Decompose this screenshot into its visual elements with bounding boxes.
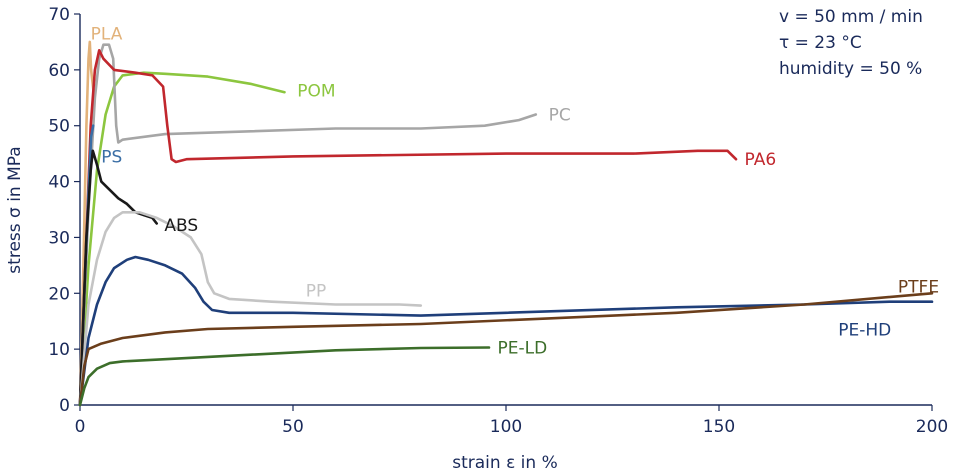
y-tick-label: 40	[48, 173, 70, 193]
x-axis-ticks: 0 50 100 150 200	[75, 405, 948, 437]
condition-humidity: humidity = 50 %	[779, 59, 922, 79]
series-label-pom: POM	[297, 82, 335, 102]
y-tick-label: 30	[48, 228, 70, 248]
series-line-pp	[78, 211, 423, 407]
series-label-pc: PC	[549, 106, 571, 126]
series-label-pe-ld: PE-LD	[497, 338, 547, 358]
y-axis-ticks: 0 10 20 30 40 50 60 70	[48, 5, 80, 416]
series-labels: PLA POM PC PA6 PS ABS PP PE-HD PTFE PE-LD	[91, 25, 939, 359]
series-label-ps: PS	[101, 147, 122, 167]
x-axis-label: strain ε in %	[452, 453, 557, 473]
condition-temperature: τ = 23 °C	[779, 33, 862, 53]
series-line-pe-ld	[78, 346, 491, 407]
y-tick-label: 70	[48, 5, 70, 25]
y-axis-label: stress σ in MPa	[5, 146, 25, 273]
series-line-pa6	[78, 48, 738, 407]
series-line-pom	[78, 71, 286, 407]
series-line-pe-hd	[78, 255, 934, 407]
y-tick-label: 10	[48, 340, 70, 360]
series-label-abs: ABS	[164, 216, 198, 236]
condition-speed: v = 50 mm / min	[779, 7, 923, 27]
test-conditions: v = 50 mm / min τ = 23 °C humidity = 50 …	[779, 7, 923, 79]
y-tick-label: 20	[48, 284, 70, 304]
series-label-pe-hd: PE-HD	[838, 321, 891, 341]
series-label-pla: PLA	[91, 25, 123, 45]
series-line-abs	[78, 149, 158, 407]
y-tick-label: 60	[48, 61, 70, 81]
series-label-pa6: PA6	[745, 150, 777, 170]
x-tick-label: 150	[703, 417, 735, 437]
y-tick-label: 50	[48, 117, 70, 137]
x-tick-label: 200	[916, 417, 948, 437]
series-line-pc	[78, 43, 538, 407]
x-tick-label: 0	[75, 417, 86, 437]
series-line-ptfe	[78, 291, 934, 407]
x-tick-label: 50	[282, 417, 304, 437]
y-tick-label: 0	[59, 396, 70, 416]
series-label-pp: PP	[306, 281, 327, 301]
x-tick-label: 100	[490, 417, 522, 437]
series-lines	[78, 40, 934, 407]
series-label-ptfe: PTFE	[898, 278, 939, 298]
series-line-pla	[78, 40, 95, 407]
